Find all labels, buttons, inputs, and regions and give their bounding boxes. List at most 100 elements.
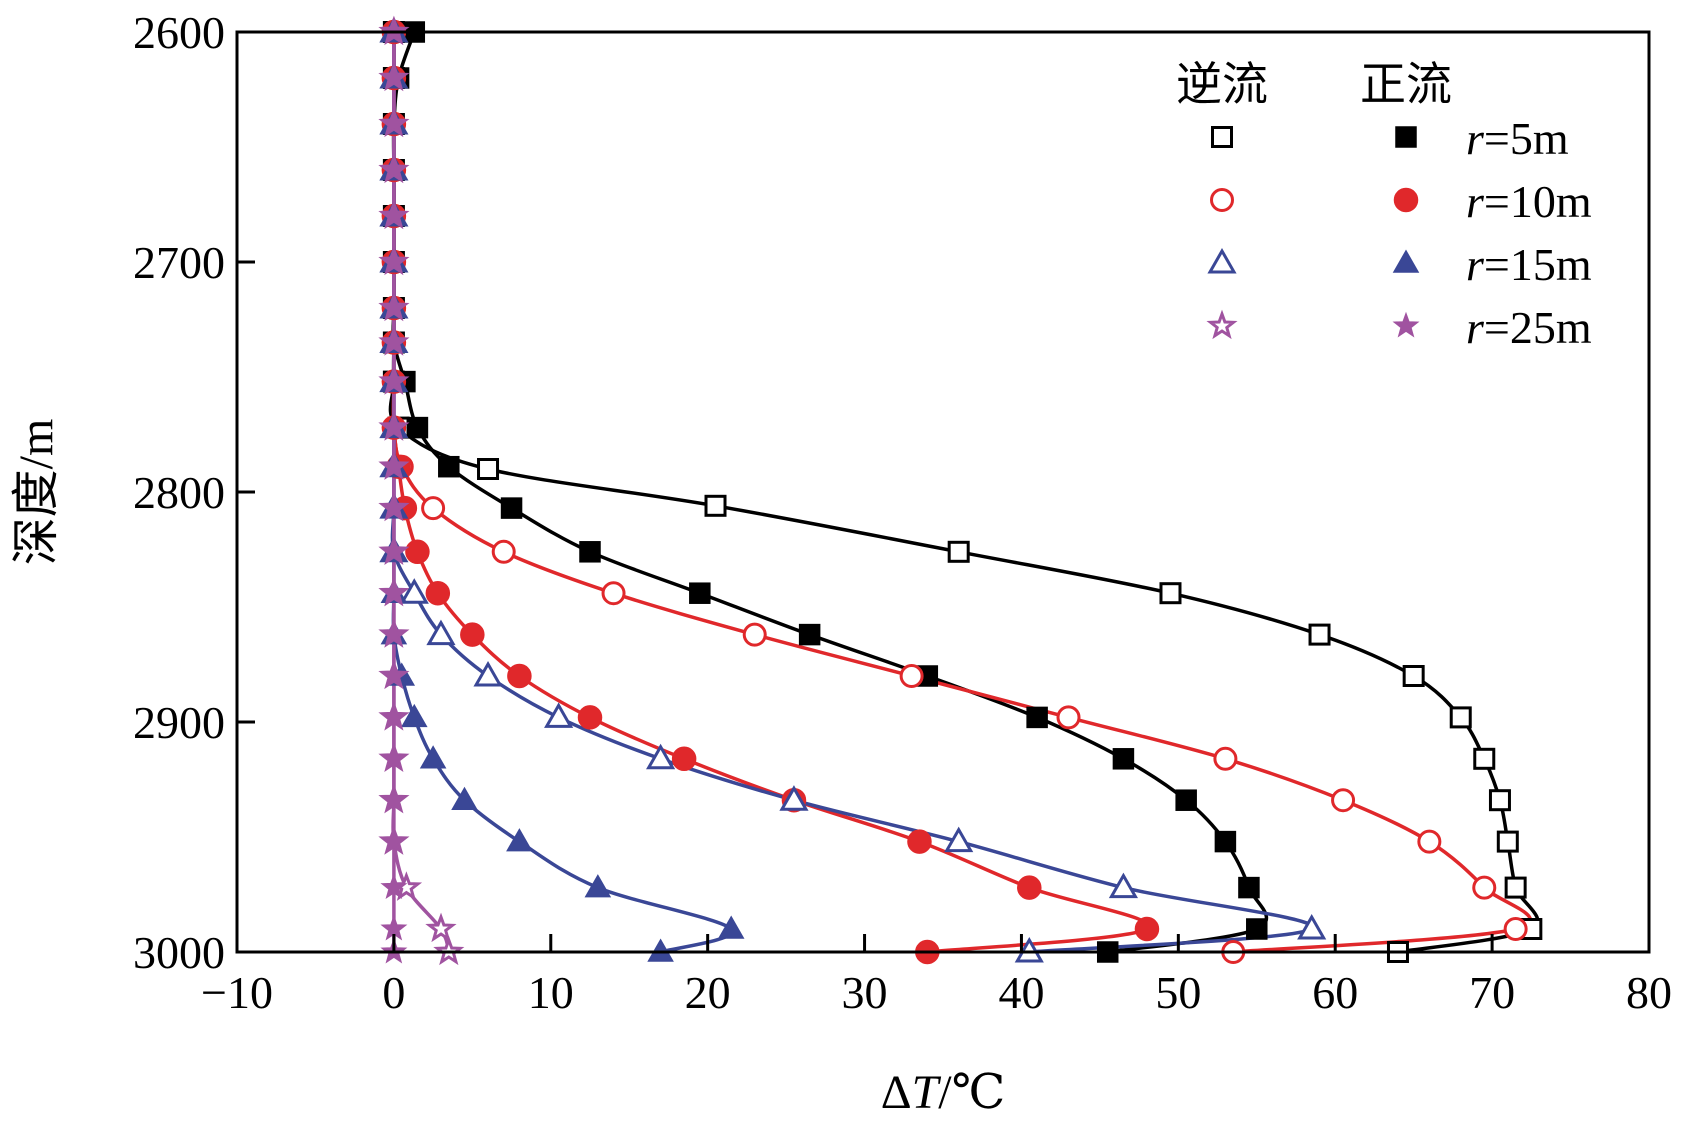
data-point-square [704, 494, 727, 517]
data-point-square [579, 541, 601, 563]
data-point-square [947, 540, 970, 563]
legend-value: =5m [1484, 113, 1569, 164]
legend-value: =15m [1484, 239, 1592, 290]
data-point-circle [491, 539, 516, 564]
data-point-square [1308, 623, 1331, 646]
legend-var: r [1466, 113, 1485, 164]
data-point-star [380, 744, 408, 771]
legend-value: =10m [1484, 176, 1592, 227]
y-tick-label: 2700 [133, 237, 225, 288]
legend-marker-forward [1392, 249, 1420, 273]
x-tick-label: 70 [1469, 967, 1515, 1018]
legend-marker-reverse [1211, 126, 1233, 148]
data-point-circle [671, 746, 697, 772]
data-point-square [1175, 789, 1197, 811]
legend-label-r10: r=10m [1466, 176, 1592, 227]
data-point-circle [1134, 916, 1160, 942]
data-point-square [1496, 830, 1519, 853]
data-point-triangle [426, 619, 456, 646]
data-point-circle [1503, 917, 1528, 941]
data-point-square [438, 455, 460, 478]
legend-var: r [1466, 302, 1485, 353]
series-line-3 [391, 31, 1151, 954]
data-point-square [1112, 748, 1135, 770]
data-point-square [1488, 789, 1511, 812]
data-point-square [1214, 830, 1237, 853]
y-tick-labels: 2600 2700 2800 2900 3000 [133, 7, 225, 978]
data-point-star [380, 661, 408, 688]
data-point-square [1504, 876, 1527, 899]
data-point-star [380, 109, 408, 136]
data-point-square [1026, 706, 1048, 729]
data-point-triangle [779, 785, 809, 811]
data-point-triangle [944, 826, 974, 853]
data-point-circle [742, 622, 767, 647]
legend-header-forward: 正流 [1360, 57, 1452, 111]
legend-marker-reverse [1207, 247, 1237, 274]
data-point-circle [907, 829, 932, 854]
x-tick-label: −10 [201, 967, 273, 1018]
data-point-square [689, 582, 711, 604]
data-point-star [380, 367, 408, 394]
data-point-circle [577, 705, 603, 730]
data-point-triangle [399, 578, 429, 604]
data-point-triangle [419, 745, 447, 769]
y-axis-label: 深度/m [10, 419, 63, 566]
y-tick-label: 2600 [133, 7, 225, 58]
data-point-square [1402, 665, 1425, 687]
series-line-4 [390, 31, 1315, 954]
series-line-5 [391, 31, 734, 954]
data-point-triangle [544, 702, 574, 728]
legend-header-reverse: 逆流 [1176, 57, 1268, 111]
data-point-star [380, 873, 408, 900]
y-tick-label: 2800 [133, 467, 225, 518]
data-point-triangle [584, 874, 612, 898]
legend-label-r15: r=15m [1466, 239, 1592, 290]
data-point-circle [507, 663, 532, 689]
legend-markers [1206, 126, 1420, 340]
data-point-star [380, 452, 408, 479]
legend-value: =25m [1484, 302, 1592, 353]
legend-marker-reverse [1210, 188, 1234, 212]
series-curves [388, 31, 1540, 954]
legend-var: r [1466, 176, 1485, 227]
data-point-star [380, 328, 408, 354]
data-point-square [1159, 582, 1182, 605]
x-axis-label-delta: Δ [881, 1066, 912, 1119]
data-point-triangle [717, 915, 745, 939]
x-tick-label: 20 [685, 967, 731, 1018]
data-point-square [1246, 918, 1268, 940]
data-point-circle [425, 580, 451, 606]
data-point-square [500, 497, 523, 519]
x-tick-label: 60 [1312, 967, 1358, 1018]
series-markers [378, 15, 1543, 966]
x-tick-label: 0 [382, 967, 405, 1018]
data-point-square [406, 416, 429, 439]
data-point-star [380, 620, 408, 647]
x-tick-label: 80 [1626, 967, 1672, 1018]
data-point-star [380, 201, 408, 228]
legend-marker-reverse [1206, 309, 1238, 340]
data-point-square [1473, 747, 1496, 770]
series-line-0 [388, 31, 1540, 954]
data-point-circle [899, 664, 924, 688]
data-point-star [380, 63, 408, 90]
data-point-star [380, 827, 408, 854]
legend-labels: r=5m r=10m r=15m r=25m [1466, 113, 1592, 353]
data-point-triangle [506, 828, 533, 852]
data-point-square [1449, 706, 1472, 729]
data-point-circle [1213, 746, 1238, 771]
data-point-triangle [400, 703, 428, 728]
data-point-circle [1417, 829, 1442, 854]
plot-frame [235, 30, 1651, 954]
data-point-star [380, 155, 408, 182]
y-tick-label: 2900 [133, 697, 225, 748]
legend-label-r5: r=5m [1466, 113, 1569, 164]
legend: 逆流 正流 r=5m r=10m r=15m r=25m [1176, 57, 1592, 353]
data-point-star [380, 786, 408, 812]
data-point-star [380, 413, 408, 440]
data-point-star [380, 293, 408, 320]
data-point-circle [421, 496, 446, 521]
data-point-triangle [646, 743, 676, 770]
